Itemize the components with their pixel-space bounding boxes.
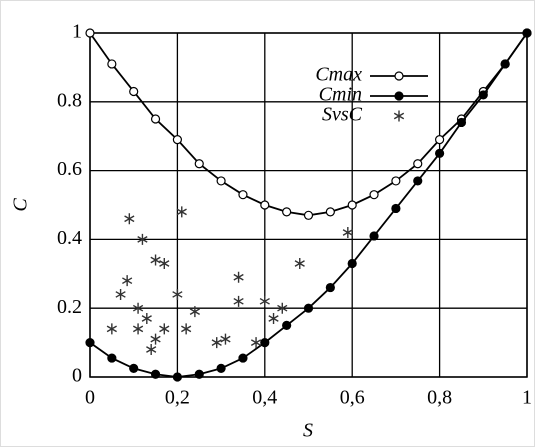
asterisk-marker <box>233 271 244 283</box>
point-marker <box>478 90 488 100</box>
point-marker <box>347 258 357 269</box>
asterisk-marker <box>259 295 270 307</box>
point-marker <box>456 117 467 128</box>
asterisk-marker <box>159 257 170 269</box>
x-tick-label: 0,8 <box>427 387 452 409</box>
y-axis-label: C <box>10 198 32 212</box>
y-tick-label: 0.8 <box>57 89 82 111</box>
point-marker <box>303 303 314 313</box>
asterisk-marker <box>159 323 170 335</box>
point-marker <box>194 159 204 169</box>
y-tick-label: 0.6 <box>57 158 82 180</box>
point-marker <box>500 59 510 69</box>
asterisk-marker <box>150 333 161 345</box>
asterisk-marker <box>132 323 144 335</box>
asterisk-marker <box>115 288 126 300</box>
asterisk-marker <box>342 227 353 239</box>
y-tick-label: 0.4 <box>57 227 82 249</box>
legend-marker <box>394 91 404 101</box>
point-marker <box>150 369 161 379</box>
point-marker <box>85 338 95 348</box>
asterisk-marker <box>277 302 288 314</box>
asterisk-marker <box>172 288 183 300</box>
point-marker <box>435 148 445 158</box>
point-marker <box>260 200 270 210</box>
asterisk-marker <box>181 323 192 335</box>
point-marker <box>391 203 401 214</box>
x-tick-label: 0,6 <box>340 387 365 409</box>
point-marker <box>347 200 357 210</box>
point-marker <box>85 28 95 38</box>
y-tick-label: 0 <box>72 365 82 387</box>
point-marker <box>260 338 270 348</box>
asterisk-marker <box>294 257 305 269</box>
legend-marker <box>393 110 405 122</box>
point-marker <box>413 176 423 186</box>
asterisk-marker <box>176 206 187 218</box>
asterisk-marker <box>150 254 161 266</box>
legend-label: SvsC <box>322 104 363 126</box>
point-marker <box>282 320 292 330</box>
point-marker <box>238 353 248 363</box>
y-tick-label: 1 <box>72 21 82 43</box>
point-marker <box>107 353 117 363</box>
point-marker <box>194 369 204 379</box>
x-tick-label: 0,4 <box>252 387 277 409</box>
x-axis-label: S <box>303 420 313 442</box>
x-tick-label: 0,2 <box>165 387 190 409</box>
asterisk-marker <box>137 233 148 245</box>
asterisk-marker <box>189 306 200 318</box>
asterisk-marker <box>106 323 117 335</box>
point-marker <box>391 176 401 186</box>
asterisk-marker <box>211 337 222 349</box>
point-marker <box>172 372 182 382</box>
point-marker <box>129 86 139 97</box>
point-marker <box>216 363 226 373</box>
asterisk-marker <box>124 213 135 225</box>
y-tick-label: 0.2 <box>57 296 82 318</box>
x-tick-label: 0 <box>85 387 95 409</box>
point-marker <box>129 363 139 373</box>
asterisk-marker <box>233 295 244 307</box>
point-marker <box>522 28 532 38</box>
point-marker <box>107 59 117 69</box>
point-marker <box>238 190 248 200</box>
asterisk-marker <box>268 313 279 325</box>
asterisk-marker <box>146 343 157 355</box>
asterisk-marker <box>122 275 133 287</box>
point-marker <box>369 231 379 241</box>
x-tick-label: 1 <box>522 387 532 409</box>
point-marker <box>435 135 445 145</box>
plot-border <box>89 32 528 378</box>
point-marker <box>282 207 292 217</box>
legend-marker <box>394 71 404 81</box>
legend-label: Cmax <box>315 64 362 86</box>
point-marker <box>303 210 314 220</box>
point-marker <box>325 282 335 293</box>
point-marker <box>172 135 182 145</box>
point-marker <box>216 176 226 186</box>
asterisk-marker <box>250 337 262 349</box>
asterisk-marker <box>141 313 152 325</box>
point-marker <box>413 159 423 169</box>
point-marker <box>325 207 335 217</box>
legend-label: Cmin <box>319 84 362 106</box>
asterisk-marker <box>132 302 144 314</box>
asterisk-marker <box>220 333 231 345</box>
point-marker <box>369 190 379 200</box>
point-marker <box>150 114 161 124</box>
